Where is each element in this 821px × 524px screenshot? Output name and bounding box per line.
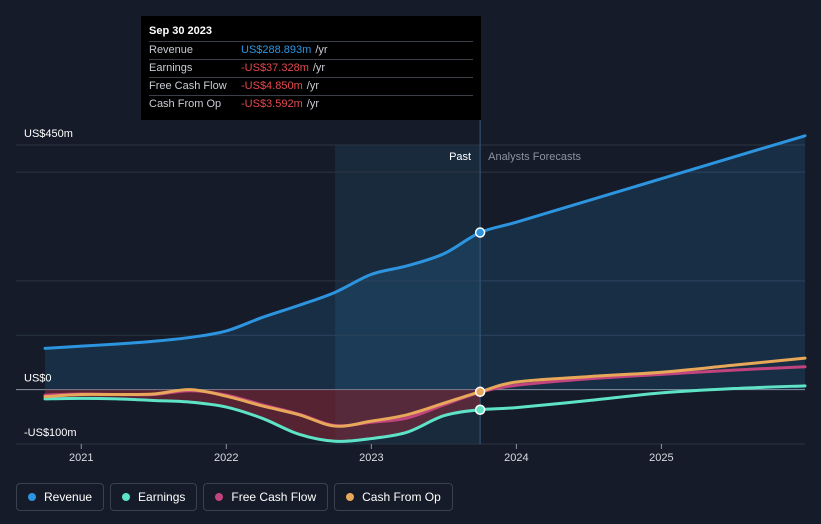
series-line-earnings xyxy=(43,384,807,443)
legend-earnings[interactable]: Earnings xyxy=(110,483,198,511)
marker-cash-from-op xyxy=(474,386,486,398)
x-tick-label: 2024 xyxy=(504,452,528,464)
x-tick-label: 2023 xyxy=(359,452,383,464)
revenue-area xyxy=(45,135,806,390)
legend: Revenue Earnings Free Cash Flow Cash Fro… xyxy=(16,483,453,511)
x-tick-label: 2022 xyxy=(214,452,238,464)
legend-dot xyxy=(346,493,355,501)
tooltip-date: Sep 30 2023 xyxy=(149,25,212,37)
y-axis: US$450m US$0 -US$100m xyxy=(24,128,77,439)
legend-revenue[interactable]: Revenue xyxy=(16,483,105,511)
legend-label: Earnings xyxy=(138,490,186,504)
tooltip-value: -US$3.592m xyxy=(241,98,303,110)
tooltip-row-revenue: Revenue US$288.893m /yr xyxy=(149,41,473,59)
current-markers xyxy=(474,227,486,416)
legend-label: Free Cash Flow xyxy=(231,490,317,504)
tooltip-row-cfo: Cash From Op -US$3.592m /yr xyxy=(149,95,473,113)
tooltip-label: Earnings xyxy=(149,62,193,74)
tooltip-value: US$288.893m xyxy=(241,44,312,56)
y-tick-label: US$450m xyxy=(24,128,73,140)
legend-dot xyxy=(215,493,224,501)
x-tick-label: 2025 xyxy=(649,452,673,464)
series-lines xyxy=(43,134,807,443)
legend-dot xyxy=(122,493,131,501)
tooltip-row-fcf: Free Cash Flow -US$4.850m /yr xyxy=(149,77,473,95)
past-label: Past xyxy=(449,151,471,163)
legend-cash-from-op[interactable]: Cash From Op xyxy=(334,483,453,511)
tooltip: Sep 30 2023 Revenue US$288.893m /yr Earn… xyxy=(141,16,481,120)
tooltip-value: -US$4.850m xyxy=(241,80,303,92)
tooltip-row-earnings: Earnings -US$37.328m /yr xyxy=(149,59,473,77)
x-tick-label: 2021 xyxy=(69,452,93,464)
tooltip-value: -US$37.328m xyxy=(241,62,309,74)
forecast-label: Analysts Forecasts xyxy=(488,151,581,163)
earnings-negative-area xyxy=(45,389,481,442)
y-tick-label: -US$100m xyxy=(24,427,77,439)
marker-earnings xyxy=(474,404,486,416)
tooltip-unit: /yr xyxy=(315,44,328,56)
tooltip-unit: /yr xyxy=(312,62,326,74)
marker-revenue xyxy=(474,227,486,238)
legend-dot xyxy=(28,493,36,501)
tooltip-unit: /yr xyxy=(306,80,319,92)
legend-label: Cash From Op xyxy=(362,490,441,504)
legend-label: Revenue xyxy=(44,490,93,504)
series-areas xyxy=(45,135,806,442)
legend-free-cash-flow[interactable]: Free Cash Flow xyxy=(203,483,329,511)
series-line-cash-from-op xyxy=(43,356,807,428)
tooltip-label: Free Cash Flow xyxy=(149,80,227,92)
y-tick-label: US$0 xyxy=(24,373,52,385)
tooltip-label: Cash From Op xyxy=(149,98,222,110)
tooltip-label: Revenue xyxy=(149,44,194,56)
x-axis: 2021 2022 2023 2024 2025 xyxy=(69,444,674,464)
series-line-revenue xyxy=(43,134,807,350)
tooltip-unit: /yr xyxy=(306,98,319,110)
